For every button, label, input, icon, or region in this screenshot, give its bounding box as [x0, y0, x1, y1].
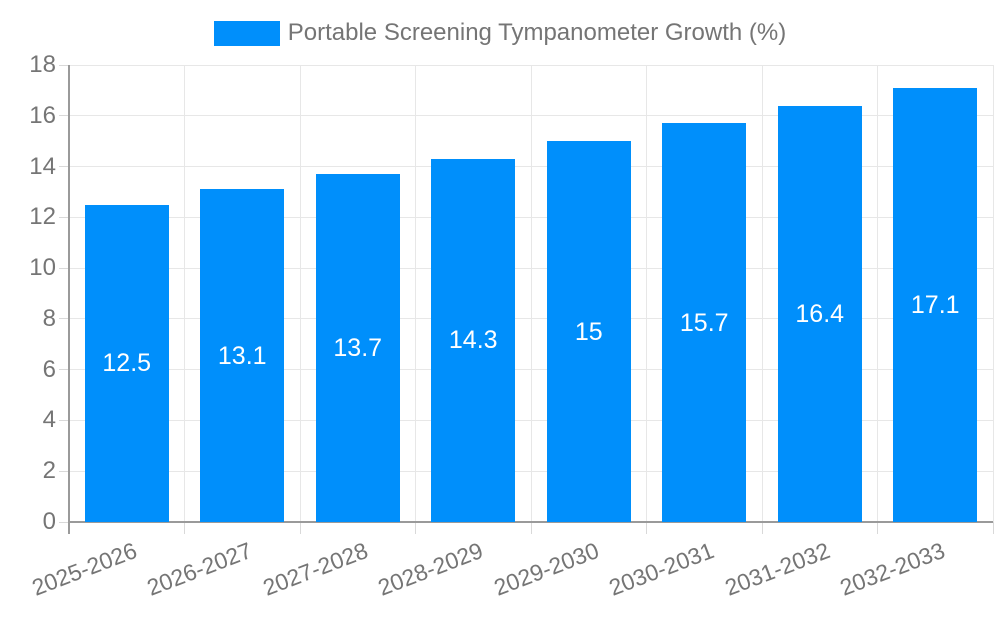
x-axis-tick [992, 522, 994, 534]
y-axis-tick-label: 2 [42, 457, 56, 485]
y-axis-tick [59, 216, 69, 218]
y-axis-tick [59, 470, 69, 472]
bar-value-label: 12.5 [102, 349, 152, 378]
x-axis-tick [184, 522, 185, 534]
gridline-vertical [992, 65, 994, 522]
x-axis-tick [415, 522, 416, 534]
x-axis-tick-label: 2026-2027 [143, 537, 256, 601]
x-axis-tick-label: 2032-2033 [836, 537, 949, 601]
bar-value-label: 15 [574, 317, 603, 346]
bar-value-label: 14.3 [448, 326, 498, 355]
y-axis-tick [59, 267, 69, 269]
y-axis-tick [59, 521, 69, 523]
x-axis-tick [299, 522, 301, 534]
bar[interactable] [546, 141, 631, 522]
y-axis-tick-label: 10 [29, 254, 56, 282]
gridline-vertical [646, 65, 647, 522]
bar[interactable] [84, 204, 169, 522]
gridline-vertical [299, 65, 301, 522]
x-axis-tick-label: 2028-2029 [374, 537, 487, 601]
bar-chart: Portable Screening Tympanometer Growth (… [0, 19, 1000, 601]
bar-value-label: 17.1 [910, 290, 960, 319]
gridline-vertical [184, 65, 185, 522]
y-axis-tick-label: 16 [29, 101, 56, 129]
bar[interactable] [777, 105, 862, 522]
y-axis-tick-label: 8 [42, 304, 56, 332]
x-axis-tick [877, 522, 878, 534]
y-axis-tick [59, 419, 69, 421]
x-axis-tick-label: 2027-2028 [259, 537, 372, 601]
y-axis-tick-label: 12 [29, 203, 56, 231]
y-axis-tick-label: 0 [42, 508, 56, 535]
x-axis-tick [646, 522, 647, 534]
y-axis-tick-label: 6 [42, 355, 56, 383]
bar[interactable] [315, 174, 400, 522]
bar[interactable] [662, 123, 747, 522]
legend-series-label: Portable Screening Tympanometer Growth (… [287, 19, 787, 46]
legend[interactable]: Portable Screening Tympanometer Growth (… [0, 19, 1000, 47]
bar-value-label: 13.7 [333, 334, 383, 363]
x-axis-tick [530, 522, 532, 534]
x-axis-line [69, 521, 993, 523]
gridline-vertical [877, 65, 878, 522]
y-axis-tick [59, 318, 69, 320]
y-axis-tick-label: 14 [29, 152, 56, 180]
bar-value-label: 15.7 [679, 308, 729, 337]
x-axis-tick-label: 2030-2031 [605, 537, 718, 601]
x-axis-tick [761, 522, 763, 534]
bar[interactable] [431, 158, 516, 522]
y-axis-tick [59, 64, 69, 66]
x-axis-tick-label: 2029-2030 [490, 537, 603, 601]
y-axis-tick [59, 166, 69, 168]
y-axis-tick [59, 369, 69, 371]
y-axis-tick-label: 18 [29, 51, 56, 78]
bar-value-label: 13.1 [217, 341, 267, 370]
bar[interactable] [200, 189, 285, 522]
y-axis-line [67, 65, 70, 534]
gridline-vertical [530, 65, 532, 522]
y-axis-tick-label: 4 [42, 406, 56, 434]
bar[interactable] [893, 87, 978, 522]
bar-value-label: 16.4 [795, 299, 845, 328]
gridline-vertical [761, 65, 763, 522]
legend-swatch [213, 20, 280, 46]
y-axis-tick [59, 115, 69, 117]
gridline-vertical [415, 65, 416, 522]
x-axis-tick-label: 2031-2032 [721, 537, 834, 601]
